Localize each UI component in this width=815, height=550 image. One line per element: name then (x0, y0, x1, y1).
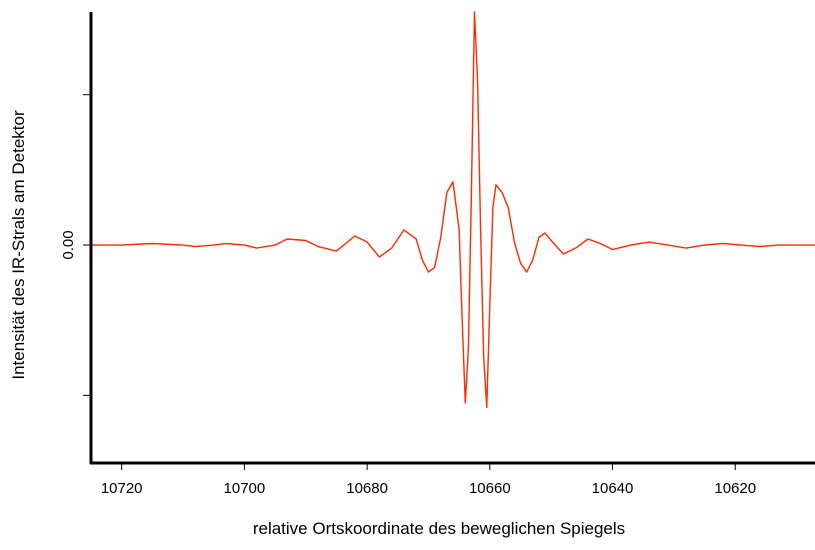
x-tick-label: 10660 (469, 480, 511, 497)
y-axis-ticks: 0.00 (60, 94, 91, 396)
x-tick-label: 10620 (714, 480, 756, 497)
x-axis-ticks: 10720 10700 10680 10660 10640 10620 (101, 463, 756, 497)
y-tick-label: 0.00 (60, 230, 77, 259)
y-axis-title: Intensität des IR-Strals am Detektor (9, 110, 28, 380)
x-tick-label: 10700 (224, 480, 266, 497)
x-tick-label: 10720 (101, 480, 143, 497)
x-tick-label: 10640 (592, 480, 634, 497)
x-tick-label: 10680 (346, 480, 388, 497)
plot-area (91, 11, 815, 409)
x-axis-title: relative Ortskoordinate des beweglichen … (253, 519, 625, 538)
series-line-0 (91, 11, 815, 409)
